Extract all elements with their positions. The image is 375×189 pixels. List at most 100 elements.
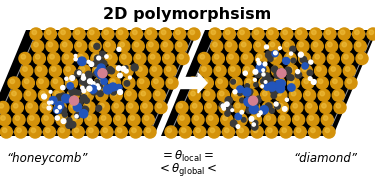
Circle shape: [98, 91, 102, 96]
Circle shape: [276, 80, 283, 87]
Circle shape: [32, 40, 44, 52]
Circle shape: [264, 81, 267, 83]
Circle shape: [144, 116, 149, 120]
Circle shape: [103, 128, 108, 133]
Circle shape: [250, 104, 254, 108]
Circle shape: [282, 128, 286, 133]
Circle shape: [176, 101, 188, 114]
Circle shape: [26, 91, 31, 96]
Circle shape: [75, 70, 82, 77]
Circle shape: [82, 74, 84, 77]
Circle shape: [343, 65, 355, 77]
Circle shape: [72, 126, 84, 138]
Circle shape: [80, 77, 92, 89]
Circle shape: [225, 40, 237, 52]
Circle shape: [333, 79, 337, 84]
Circle shape: [93, 71, 99, 76]
Circle shape: [251, 123, 258, 130]
Circle shape: [84, 98, 89, 103]
Circle shape: [152, 77, 164, 89]
Circle shape: [90, 30, 94, 35]
Circle shape: [200, 65, 212, 77]
Circle shape: [81, 106, 88, 114]
Circle shape: [180, 116, 184, 120]
Circle shape: [148, 53, 160, 64]
Circle shape: [0, 114, 11, 126]
Circle shape: [124, 66, 128, 70]
Circle shape: [98, 91, 103, 97]
Circle shape: [205, 101, 217, 114]
Circle shape: [137, 77, 149, 89]
Circle shape: [225, 102, 229, 106]
Circle shape: [124, 81, 130, 86]
Circle shape: [146, 128, 151, 133]
Circle shape: [320, 101, 332, 114]
Circle shape: [34, 42, 38, 47]
Circle shape: [153, 89, 165, 101]
Circle shape: [124, 69, 128, 73]
Circle shape: [96, 89, 108, 101]
Circle shape: [263, 62, 267, 66]
Circle shape: [148, 42, 153, 47]
Circle shape: [235, 113, 242, 120]
Circle shape: [121, 66, 126, 71]
Circle shape: [24, 79, 29, 84]
Circle shape: [256, 98, 261, 103]
Circle shape: [71, 75, 76, 80]
Circle shape: [189, 79, 194, 84]
Circle shape: [241, 53, 253, 64]
Circle shape: [221, 104, 226, 108]
Circle shape: [29, 116, 34, 120]
Circle shape: [196, 128, 200, 133]
Circle shape: [288, 77, 300, 89]
Circle shape: [216, 77, 228, 89]
Circle shape: [246, 79, 251, 84]
Circle shape: [263, 73, 270, 80]
Circle shape: [356, 53, 368, 64]
Circle shape: [115, 126, 127, 138]
Circle shape: [117, 66, 121, 70]
Circle shape: [60, 128, 64, 133]
Circle shape: [93, 65, 105, 77]
Circle shape: [128, 114, 140, 126]
Circle shape: [344, 54, 348, 59]
Circle shape: [70, 114, 82, 126]
Circle shape: [98, 69, 107, 78]
Circle shape: [175, 40, 188, 52]
Circle shape: [68, 79, 72, 84]
Circle shape: [266, 52, 272, 58]
Circle shape: [117, 47, 121, 51]
Circle shape: [296, 128, 301, 133]
Circle shape: [163, 42, 168, 47]
Circle shape: [97, 73, 102, 78]
Circle shape: [225, 97, 232, 104]
Circle shape: [75, 115, 78, 118]
Circle shape: [64, 54, 69, 59]
Circle shape: [72, 116, 77, 120]
Circle shape: [74, 57, 77, 61]
Circle shape: [244, 77, 256, 89]
Text: 2D polymorphsism: 2D polymorphsism: [103, 7, 271, 22]
Circle shape: [92, 87, 97, 92]
Circle shape: [275, 89, 287, 101]
Circle shape: [91, 82, 95, 85]
Circle shape: [206, 114, 219, 126]
Circle shape: [223, 116, 227, 120]
Circle shape: [97, 56, 100, 60]
Circle shape: [301, 54, 305, 59]
Circle shape: [74, 54, 77, 57]
Circle shape: [50, 54, 54, 59]
Circle shape: [274, 103, 280, 109]
Circle shape: [323, 116, 328, 120]
Circle shape: [127, 91, 131, 96]
Circle shape: [85, 77, 92, 83]
Circle shape: [58, 106, 65, 113]
Circle shape: [220, 103, 224, 107]
Circle shape: [63, 112, 68, 117]
Circle shape: [62, 94, 70, 103]
Circle shape: [80, 110, 88, 118]
Circle shape: [212, 53, 224, 64]
Circle shape: [84, 91, 88, 96]
Circle shape: [21, 54, 26, 59]
Circle shape: [276, 84, 285, 93]
